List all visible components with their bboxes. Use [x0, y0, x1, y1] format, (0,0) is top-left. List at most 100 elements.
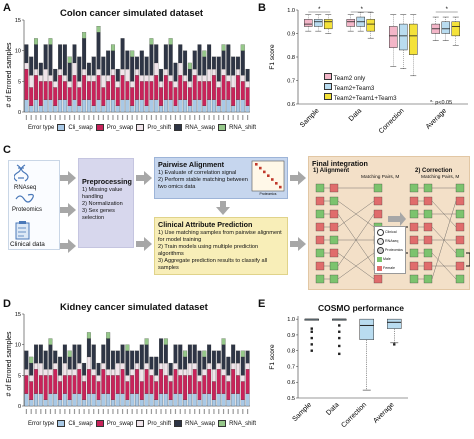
bar-segment [96, 32, 101, 70]
bar-segment [168, 44, 173, 76]
bar-segment [183, 399, 188, 407]
bar-segment [106, 99, 111, 113]
bar-segment [82, 381, 87, 400]
bar-segment [240, 381, 245, 400]
bar-segment [86, 81, 91, 100]
bar-segment [115, 105, 120, 113]
bar-segment [120, 99, 125, 113]
bar-segment [135, 99, 139, 113]
bar-segment [125, 99, 130, 113]
legend-d-pro-shift: Pro_shift [147, 420, 172, 427]
bar-segment [77, 362, 82, 370]
bar-segment [125, 350, 130, 376]
bar-segment [43, 44, 48, 70]
input-proteomics: Proteomics [12, 207, 43, 213]
bar-segment [125, 50, 130, 70]
bar-segment [178, 369, 183, 376]
bar-segment [91, 393, 96, 407]
bar-segment [240, 75, 245, 82]
bar-segment [192, 99, 197, 113]
y-tick-label: 10 [15, 343, 21, 349]
matrix-dot [255, 163, 258, 166]
legend-pro-shift: Pro_shift [147, 124, 172, 131]
bar-segment [192, 75, 197, 100]
bar-segment [173, 87, 178, 106]
legend-d-swatch-rna-shift [218, 420, 227, 427]
bar-segment [86, 332, 91, 339]
legend-swatch-rna-shift [218, 124, 227, 131]
corrected-square [409, 183, 419, 193]
bar-segment [62, 344, 67, 364]
matrix-x-label: Proteomics [260, 192, 277, 196]
bar-segment [159, 81, 164, 88]
bar-segment [115, 393, 120, 407]
bar-segment [34, 75, 38, 100]
panel-b-chart: 0.6 0.7 0.8 0.9 1.0 F1 score * Sample * Data Corre… [269, 7, 468, 135]
swap-bracket [466, 252, 470, 267]
b-box [324, 19, 333, 30]
corrected-square [423, 248, 433, 258]
bar-segment [106, 332, 111, 339]
panel-label-e: E [258, 298, 266, 310]
bar-segment [216, 393, 221, 407]
bar-segment [86, 338, 91, 358]
bar-segment [178, 44, 183, 64]
bar-segment [96, 99, 101, 113]
bar-segment [34, 393, 38, 407]
bar-segment [43, 350, 48, 370]
bar-segment [168, 375, 173, 382]
b-y-label: F1 score [269, 44, 276, 70]
bar-segment [236, 99, 240, 113]
final-legend-male: Male [377, 255, 403, 264]
bar-segment [91, 75, 96, 82]
bar-segment [202, 50, 207, 57]
e-outlier [338, 330, 341, 333]
bar-segment [183, 75, 188, 82]
bar-segment [245, 350, 250, 364]
final-matching-label-1: Matching Pairs, M [361, 175, 400, 180]
sample-square [315, 274, 325, 284]
bar-segment [144, 369, 149, 394]
bar-segment [125, 344, 130, 351]
bar-segment [48, 375, 53, 394]
bar-segment [101, 105, 106, 113]
bar-segment [226, 375, 231, 382]
bar-segment [91, 56, 96, 76]
arrow-to-pairwise [136, 171, 152, 185]
legend-swatch-team2 [324, 73, 332, 80]
matrix-diagonal [255, 163, 282, 189]
bar-segment [77, 105, 82, 113]
panel-a-bars: 0 5 10 15 [15, 18, 250, 120]
final-legend-clinical: Clinical [377, 228, 403, 237]
bar-segment [240, 399, 245, 407]
bar-segment [38, 375, 43, 394]
bar-segment [48, 338, 53, 345]
bar-segment [221, 50, 226, 70]
bar-segment [221, 344, 226, 370]
corrected-square [409, 274, 419, 284]
bar-segment [192, 50, 197, 70]
dna-icon [14, 164, 29, 182]
legend-swatch-team123 [324, 93, 332, 100]
b-category-label: Correction [378, 107, 406, 135]
bar-segment [29, 75, 34, 88]
bar-segment [139, 81, 144, 100]
legend-d-swatch-pro-shift [136, 420, 145, 427]
bar-segment [91, 344, 96, 370]
bar-segment [187, 362, 192, 376]
bar-segment [72, 344, 77, 370]
bar-segment [207, 344, 212, 364]
bar-segment [53, 369, 58, 394]
bar-segment [187, 344, 192, 364]
bar-segment [216, 87, 221, 106]
bar-segment [24, 369, 29, 376]
e-outlier [310, 349, 313, 352]
bar-segment [231, 362, 236, 370]
bar-segment [159, 105, 164, 113]
bar-segment [149, 356, 154, 370]
legend-d-swatch-rna-swap [174, 420, 183, 427]
bar-segment [192, 393, 197, 407]
arrow-proteomics [60, 203, 76, 217]
bar-segment [240, 350, 245, 358]
bar-segment [96, 399, 101, 407]
